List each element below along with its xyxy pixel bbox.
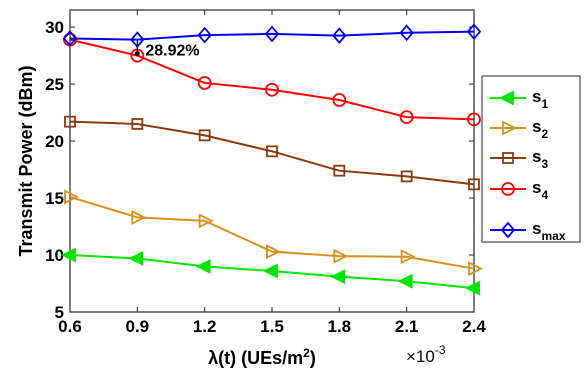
legend-swatch-marker — [502, 152, 514, 164]
data-point — [468, 261, 484, 277]
data-point — [332, 27, 347, 45]
data-point — [466, 23, 482, 41]
data-point — [330, 269, 346, 285]
legend-item-4: s4 — [490, 178, 548, 202]
axis-labels: Transmit Power (dBm) λ(t) (UEs/m2) ×10-3 — [16, 65, 446, 368]
data-point — [399, 110, 414, 125]
x-tick-label: 2.4 — [462, 317, 486, 336]
data-point — [197, 76, 212, 90]
data-point — [62, 30, 78, 47]
y-tick-label: 10 — [45, 246, 64, 265]
x-tick-label: 1.2 — [193, 317, 217, 336]
series-2 — [64, 189, 484, 277]
data-point — [60, 247, 76, 263]
data-point — [468, 178, 480, 191]
series-1 — [60, 247, 480, 296]
legend-label: s4 — [532, 178, 548, 202]
x-tick-label: 1.5 — [260, 317, 284, 336]
data-point — [131, 209, 147, 225]
legend-swatch-marker — [501, 182, 515, 196]
data-point — [264, 25, 280, 43]
series-layer — [60, 23, 484, 296]
annotation-layer: 28.92% — [134, 39, 200, 60]
x-tick-label: 0.6 — [58, 317, 82, 336]
data-point — [333, 164, 346, 177]
y-axis-label: Transmit Power (dBm) — [16, 65, 36, 256]
legend-item-2: s2 — [490, 117, 548, 141]
y-tick-label: 15 — [45, 189, 64, 208]
data-point — [399, 24, 414, 42]
series-line — [69, 120, 475, 186]
data-point — [131, 118, 144, 130]
plot-area: 0.6 0.9 1.2 1.5 1.8 2.1 2.4 5 10 15 20 25 30 — [45, 9, 486, 336]
data-point — [197, 26, 212, 44]
x-tick-label: 1.8 — [328, 317, 352, 336]
x-tick-label: 2.1 — [395, 317, 419, 336]
data-point — [128, 250, 144, 266]
legend-label: s3 — [532, 147, 548, 171]
legend-swatch-marker — [498, 90, 514, 106]
legend-label: s2 — [532, 117, 548, 141]
series-3 — [64, 115, 480, 191]
x-exponent-label: ×10-3 — [406, 343, 446, 366]
legend-label: smax — [532, 219, 566, 243]
data-point — [266, 145, 278, 158]
legend-item-3: s3 — [490, 147, 548, 171]
data-point — [397, 273, 413, 289]
legend: s1 s2 s3 s4 smax — [481, 75, 581, 243]
legend-item-max: smax — [490, 219, 566, 243]
legend-label: s1 — [532, 87, 548, 111]
series-line — [69, 195, 475, 270]
x-axis-label: λ(t) (UEs/m2) — [208, 346, 316, 368]
data-point — [400, 170, 413, 183]
data-point — [64, 189, 80, 205]
data-point — [195, 258, 211, 274]
data-point — [266, 244, 282, 260]
data-point — [467, 112, 481, 127]
data-point — [400, 249, 416, 265]
data-point — [262, 263, 278, 279]
legend-swatch-marker — [502, 120, 518, 136]
data-point — [333, 248, 349, 264]
data-point — [464, 280, 480, 296]
data-point — [198, 129, 211, 142]
data-point — [265, 82, 279, 97]
y-tick-label: 30 — [45, 18, 64, 37]
legend-item-1: s1 — [490, 87, 548, 111]
data-point — [332, 93, 347, 107]
data-point — [198, 213, 214, 229]
annotation-label: 28.92% — [145, 43, 199, 60]
y-tick-label: 5 — [55, 303, 64, 322]
y-tick-label: 20 — [45, 132, 64, 151]
data-point — [64, 115, 76, 128]
x-tick-label: 0.9 — [126, 317, 150, 336]
annotation-dot — [134, 51, 140, 57]
y-tick-label: 25 — [45, 75, 64, 94]
legend-swatch-marker — [500, 221, 516, 239]
